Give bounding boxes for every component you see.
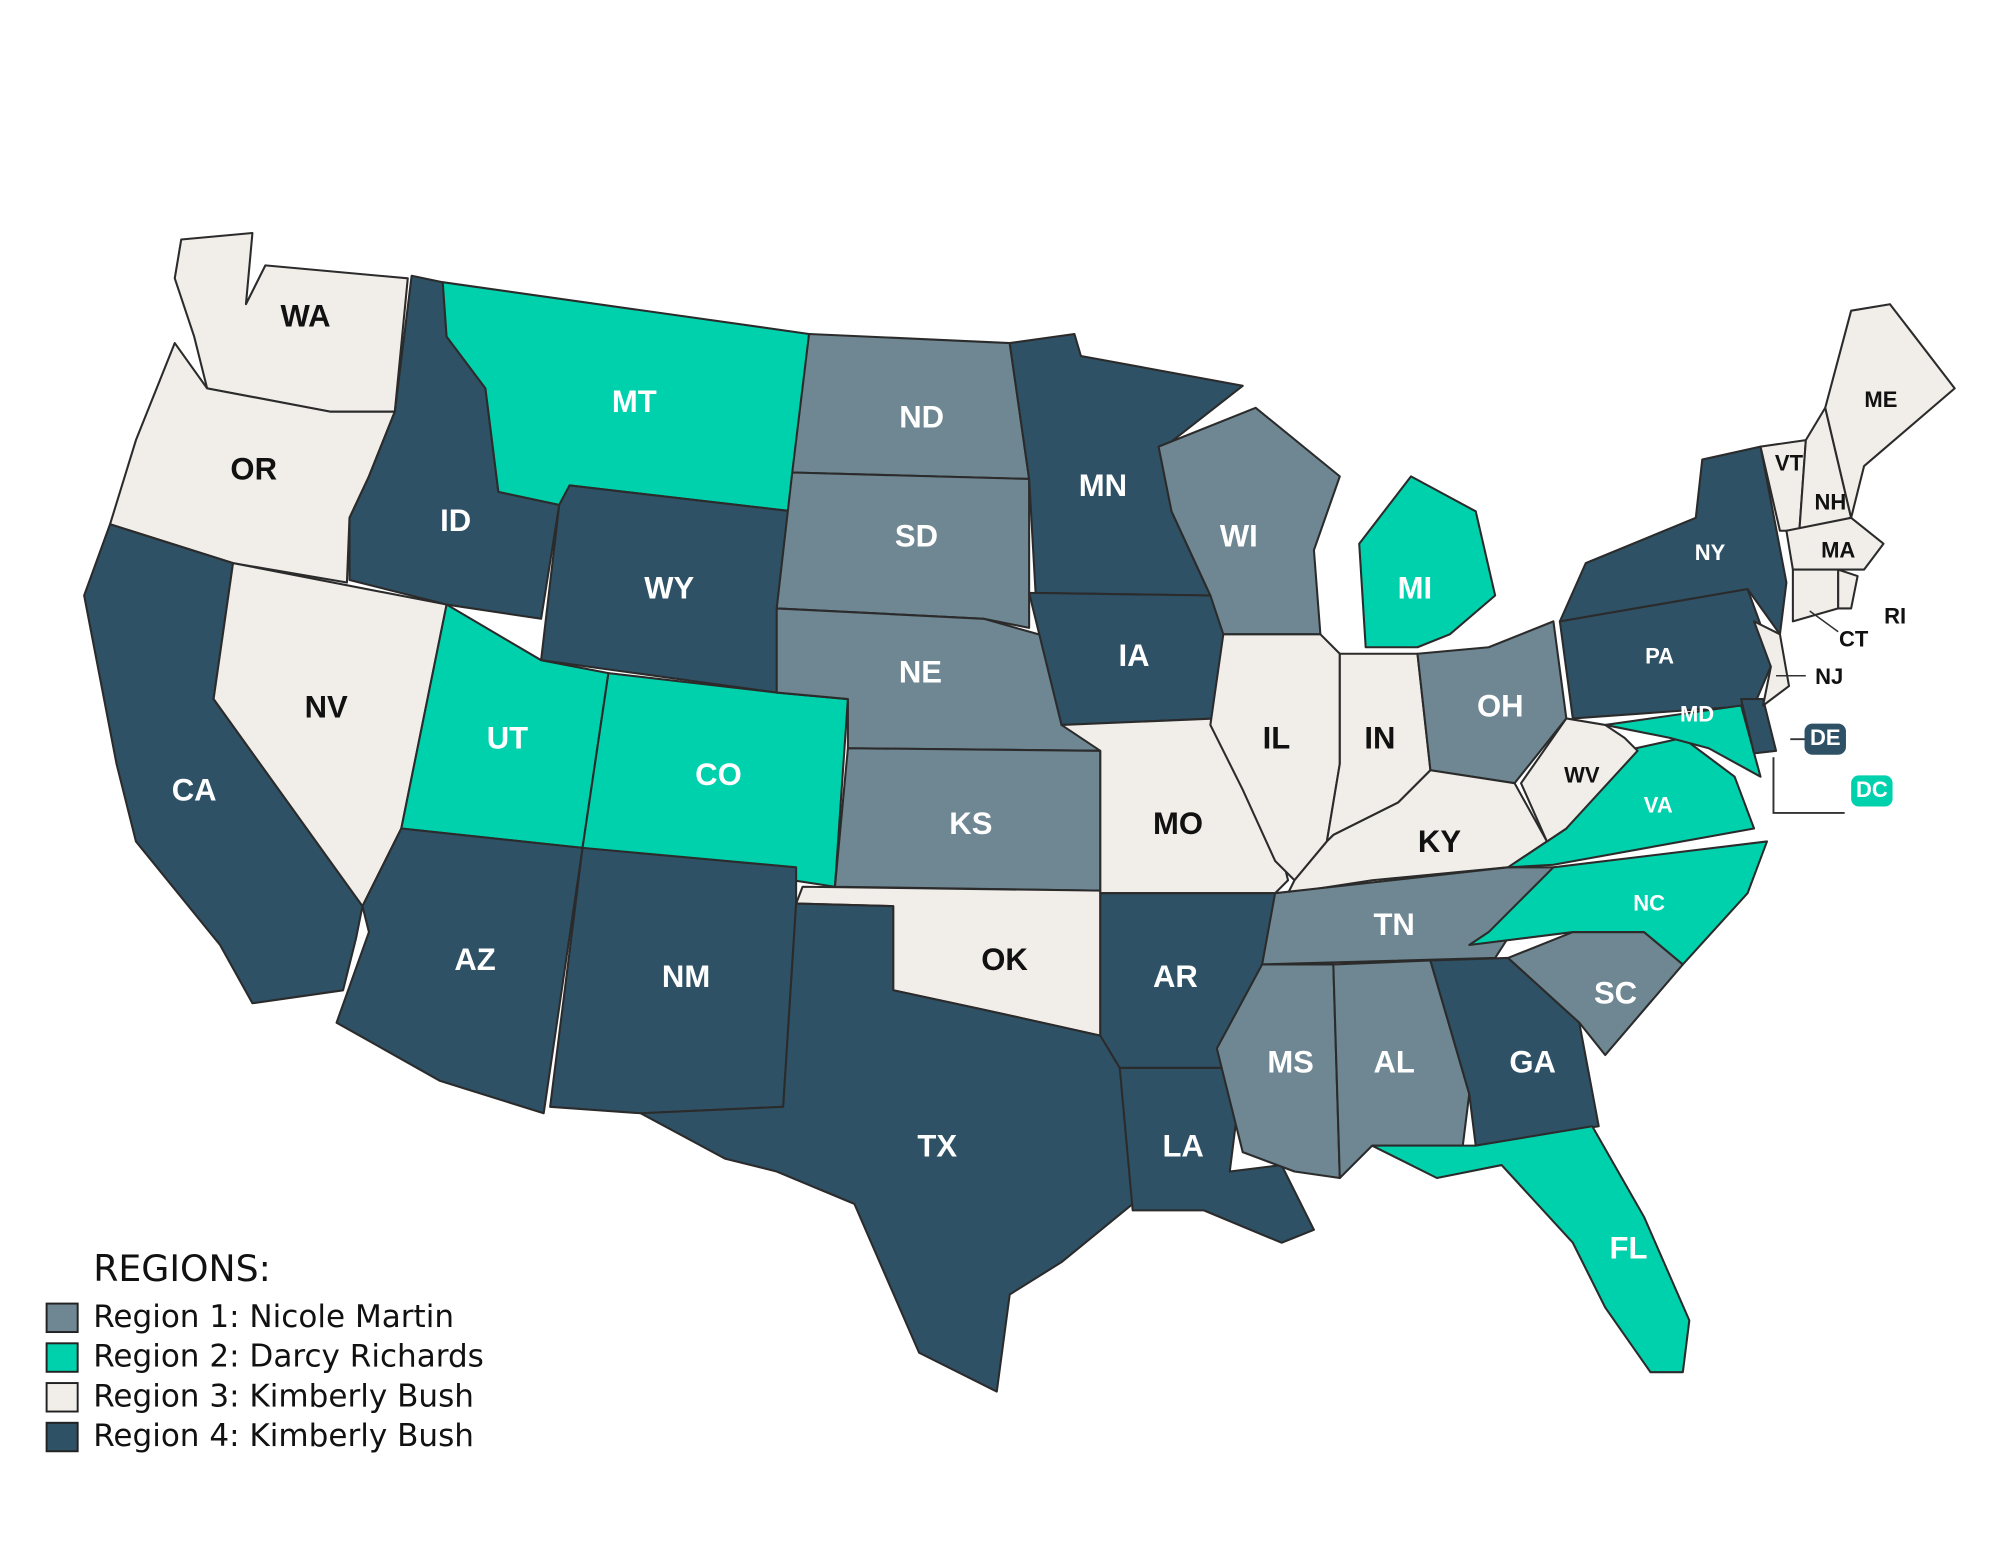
state-label: IL bbox=[1263, 721, 1291, 756]
label-box bbox=[1804, 723, 1846, 755]
state-label: MN bbox=[1079, 468, 1127, 503]
state-shape bbox=[1371, 1125, 1691, 1374]
state-label: DC bbox=[1856, 777, 1888, 802]
state-label: AL bbox=[1373, 1044, 1414, 1079]
legend-label: Region 1: Nicole Martin bbox=[93, 1299, 454, 1335]
state-label: CT bbox=[1839, 627, 1869, 652]
state-shape bbox=[1785, 516, 1885, 571]
state-label: CO bbox=[695, 757, 742, 792]
state-shape bbox=[1468, 840, 1769, 966]
state-label: NC bbox=[1633, 891, 1665, 916]
state-label: WV bbox=[1564, 763, 1600, 788]
legend-swatch bbox=[45, 1302, 79, 1334]
state-label: KY bbox=[1418, 824, 1461, 859]
state-label: WI bbox=[1220, 519, 1258, 554]
state-shape bbox=[639, 902, 1134, 1393]
state-label: NE bbox=[899, 655, 942, 690]
state-label: VA bbox=[1644, 792, 1673, 817]
state-label: MI bbox=[1398, 571, 1433, 606]
state-shape bbox=[1520, 717, 1639, 843]
legend-swatch bbox=[45, 1421, 79, 1453]
state-label: AR bbox=[1153, 959, 1198, 994]
state-label: LA bbox=[1162, 1128, 1203, 1163]
state-label: PA bbox=[1645, 643, 1674, 668]
state-shape bbox=[1837, 568, 1859, 610]
state-shape bbox=[775, 471, 1031, 629]
label-box bbox=[1851, 775, 1893, 807]
state-labels: WA OR CA NV ID MT WY UT CO AZ NM ND SD NE KS OK TX MN IA MO… bbox=[172, 299, 1906, 1266]
state-label: OR bbox=[230, 451, 277, 486]
state-shape bbox=[540, 484, 794, 694]
legend-swatch bbox=[45, 1342, 79, 1373]
state-label: GA bbox=[1509, 1044, 1556, 1079]
state-label: ID bbox=[440, 503, 471, 538]
legend-label: Region 2: Darcy Richards bbox=[93, 1339, 484, 1375]
state-label: IN bbox=[1364, 721, 1395, 756]
state-label: DE bbox=[1810, 725, 1841, 750]
states bbox=[83, 231, 1956, 1393]
legend-label: Region 3: Kimberly Bush bbox=[93, 1378, 474, 1414]
legend: Region 1: Nicole Martin Region 2: Darcy R… bbox=[45, 1299, 484, 1454]
state-label: SC bbox=[1594, 976, 1637, 1011]
state-label: OH bbox=[1477, 688, 1524, 723]
legend-title: REGIONS: bbox=[93, 1247, 271, 1290]
legend-label: Region 4: Kimberly Bush bbox=[93, 1418, 474, 1454]
state-label: MO bbox=[1153, 806, 1203, 841]
leader-line bbox=[1772, 738, 1845, 814]
state-label: RI bbox=[1884, 603, 1906, 628]
state-label: WA bbox=[280, 299, 330, 334]
state-label: NJ bbox=[1815, 664, 1843, 689]
state-label: FL bbox=[1610, 1231, 1648, 1266]
state-label: UT bbox=[487, 721, 528, 756]
state-label: MD bbox=[1680, 702, 1714, 727]
state-shape bbox=[1740, 698, 1778, 755]
state-label: NV bbox=[305, 690, 348, 725]
state-shape bbox=[1604, 704, 1762, 778]
state-shape bbox=[1558, 445, 1788, 636]
state-shape bbox=[1753, 620, 1791, 707]
state-label: KS bbox=[949, 806, 992, 841]
state-label: IA bbox=[1118, 638, 1149, 673]
state-label: VT bbox=[1775, 451, 1804, 476]
state-label: NM bbox=[662, 959, 710, 994]
state-label: OK bbox=[981, 942, 1028, 977]
state-label: TX bbox=[917, 1128, 957, 1163]
state-label: SD bbox=[895, 519, 938, 554]
state-label: NH bbox=[1815, 489, 1847, 514]
legend-swatch bbox=[45, 1382, 79, 1413]
state-shape bbox=[581, 672, 849, 888]
state-label: CA bbox=[172, 772, 217, 807]
state-label: MS bbox=[1267, 1044, 1314, 1079]
state-label: MA bbox=[1821, 537, 1855, 562]
state-label: TN bbox=[1373, 907, 1414, 942]
state-label: AZ bbox=[454, 942, 495, 977]
state-label: ME bbox=[1864, 387, 1897, 412]
state-label: WY bbox=[644, 571, 694, 606]
state-label: ND bbox=[899, 400, 944, 435]
state-label: MT bbox=[612, 384, 657, 419]
state-shape bbox=[1358, 475, 1497, 649]
state-label: NY bbox=[1695, 540, 1726, 565]
leader-line bbox=[1776, 610, 1839, 677]
